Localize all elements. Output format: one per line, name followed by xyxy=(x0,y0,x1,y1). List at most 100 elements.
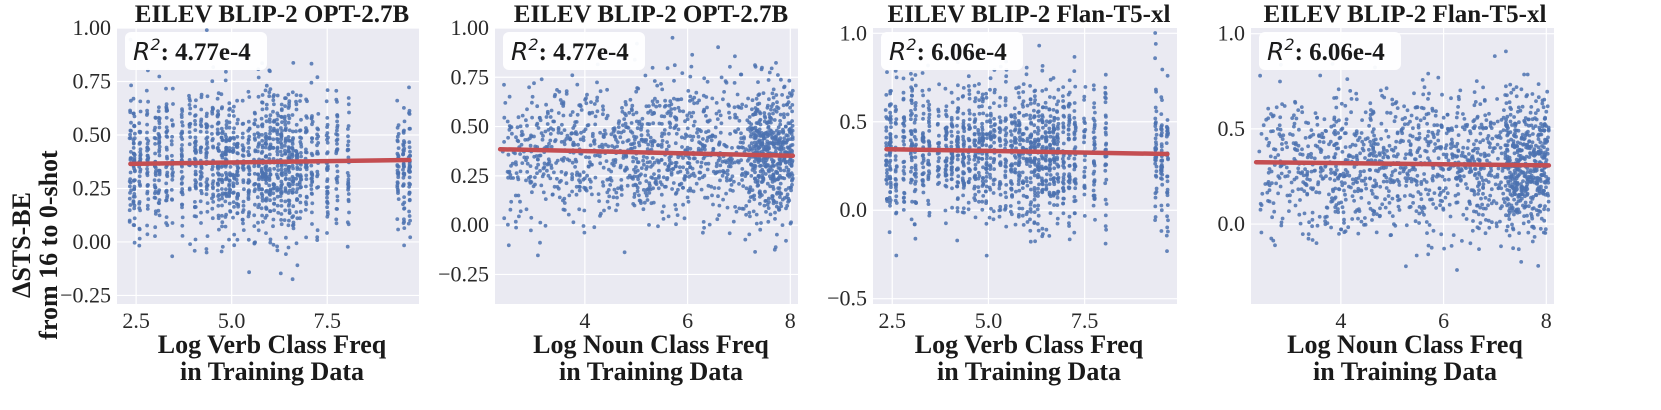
data-point xyxy=(927,112,932,117)
data-point xyxy=(304,177,309,182)
data-point xyxy=(145,191,150,196)
data-point xyxy=(647,223,651,227)
data-point xyxy=(252,110,257,115)
data-point xyxy=(1067,78,1072,83)
data-point xyxy=(748,214,752,219)
data-point xyxy=(199,164,204,169)
data-point xyxy=(926,99,930,104)
data-point xyxy=(998,143,1003,148)
data-point xyxy=(1072,211,1077,216)
data-point xyxy=(718,113,723,118)
data-point xyxy=(272,197,277,201)
data-point xyxy=(255,195,260,200)
data-point xyxy=(279,198,284,203)
data-point xyxy=(740,102,745,107)
data-point xyxy=(1061,163,1065,168)
data-point xyxy=(561,102,566,106)
data-point xyxy=(507,127,512,132)
data-point xyxy=(611,126,616,131)
data-point xyxy=(910,93,914,98)
data-point xyxy=(778,166,782,171)
data-point xyxy=(665,140,669,145)
data-point xyxy=(129,150,133,154)
data-point xyxy=(211,145,216,150)
data-point xyxy=(648,109,653,113)
data-point xyxy=(909,169,913,174)
data-point xyxy=(758,192,762,196)
data-point xyxy=(502,115,507,120)
data-point xyxy=(283,119,287,124)
data-point xyxy=(1056,189,1060,194)
data-point xyxy=(246,197,251,202)
data-point xyxy=(776,73,780,77)
data-point xyxy=(909,158,914,163)
data-point xyxy=(760,65,764,70)
data-point xyxy=(997,214,1002,219)
data-point xyxy=(980,199,985,204)
data-point xyxy=(287,128,292,133)
data-point xyxy=(407,175,412,180)
data-point xyxy=(914,142,918,147)
data-point xyxy=(1072,163,1077,168)
data-point xyxy=(901,139,906,144)
data-point xyxy=(290,145,295,150)
data-point xyxy=(1498,206,1503,211)
data-point xyxy=(790,149,794,153)
data-point xyxy=(576,142,580,147)
data-point xyxy=(224,176,229,180)
data-point xyxy=(556,111,561,115)
data-point xyxy=(1040,226,1045,231)
x-axis-label-line1: Log Verb Class Freq xyxy=(158,330,387,359)
r2-annotation-box xyxy=(125,32,267,70)
data-point xyxy=(193,140,197,145)
data-point xyxy=(290,152,295,157)
data-point xyxy=(778,181,783,186)
data-point xyxy=(634,89,639,94)
data-point xyxy=(966,154,971,159)
data-point xyxy=(541,172,546,177)
data-point xyxy=(790,88,795,93)
data-point xyxy=(884,128,889,133)
data-point xyxy=(768,116,773,120)
data-point xyxy=(287,170,292,175)
data-point xyxy=(1484,118,1489,122)
data-point xyxy=(973,192,978,197)
data-point xyxy=(228,165,233,169)
data-point xyxy=(530,100,534,105)
data-point xyxy=(180,223,185,228)
data-point xyxy=(276,187,280,192)
data-point xyxy=(1032,173,1037,178)
data-point xyxy=(164,130,169,134)
data-point xyxy=(967,88,972,93)
data-point xyxy=(1047,107,1052,112)
data-point xyxy=(287,198,292,203)
data-point xyxy=(227,113,232,118)
data-point xyxy=(211,173,215,177)
data-point xyxy=(271,191,276,196)
data-point xyxy=(309,172,314,176)
data-point xyxy=(589,100,593,104)
data-point xyxy=(973,96,978,101)
data-point xyxy=(956,130,960,135)
data-point xyxy=(767,97,771,102)
data-point xyxy=(614,208,618,213)
data-point xyxy=(973,198,978,203)
data-point xyxy=(572,123,577,128)
data-point xyxy=(949,161,954,166)
data-point xyxy=(893,169,898,174)
data-point xyxy=(753,164,758,169)
data-point xyxy=(157,141,161,146)
data-point xyxy=(127,220,132,224)
data-point xyxy=(721,197,725,202)
data-point xyxy=(1067,163,1072,168)
data-point xyxy=(756,93,761,97)
data-point xyxy=(615,202,620,207)
data-point xyxy=(1417,221,1421,225)
data-point xyxy=(275,194,280,199)
r2-annotation: R2: 4.77e-4 xyxy=(511,35,629,66)
data-point xyxy=(235,237,240,242)
data-point xyxy=(1047,201,1052,205)
data-point xyxy=(335,125,340,130)
data-point xyxy=(1306,144,1310,149)
data-point xyxy=(757,145,761,150)
